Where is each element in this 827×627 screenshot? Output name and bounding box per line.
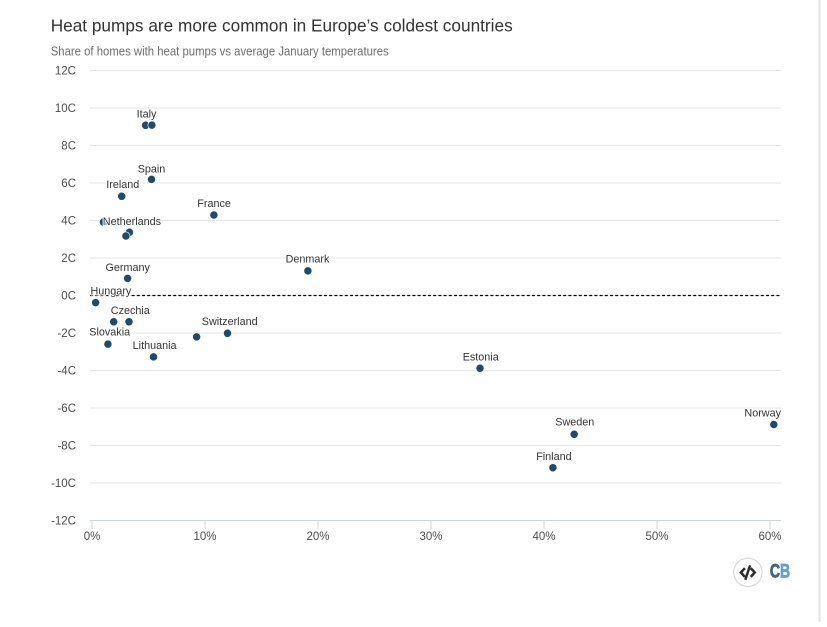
svg-text:Finland: Finland xyxy=(536,451,571,463)
svg-text:Sweden: Sweden xyxy=(555,417,594,429)
svg-text:60%: 60% xyxy=(758,531,781,543)
svg-text:8C: 8C xyxy=(61,140,76,152)
svg-text:0%: 0% xyxy=(84,531,101,543)
svg-text:Share of homes with heat pumps: Share of homes with heat pumps vs averag… xyxy=(51,44,389,59)
svg-text:Switzerland: Switzerland xyxy=(202,316,258,328)
svg-text:0C: 0C xyxy=(61,290,76,302)
svg-text:6C: 6C xyxy=(61,178,76,190)
svg-text:-2C: -2C xyxy=(57,328,76,340)
svg-text:Netherlands: Netherlands xyxy=(103,216,162,228)
svg-text:Czechia: Czechia xyxy=(111,305,150,317)
svg-text:4C: 4C xyxy=(61,215,76,227)
svg-text:-6C: -6C xyxy=(57,403,76,415)
svg-text:12C: 12C xyxy=(55,65,76,77)
svg-text:Italy: Italy xyxy=(137,109,157,121)
svg-text:Hungary: Hungary xyxy=(91,286,132,298)
svg-text:-8C: -8C xyxy=(57,440,76,452)
svg-text:20%: 20% xyxy=(306,531,329,543)
svg-text:Norway: Norway xyxy=(744,408,781,420)
svg-text:-10C: -10C xyxy=(51,478,76,490)
svg-text:France: France xyxy=(197,198,231,210)
svg-text:10%: 10% xyxy=(193,531,216,543)
svg-text:10C: 10C xyxy=(55,103,76,115)
svg-text:-12C: -12C xyxy=(51,515,76,527)
svg-text:-4C: -4C xyxy=(57,365,76,377)
svg-text:Germany: Germany xyxy=(105,262,150,274)
svg-text:2C: 2C xyxy=(61,253,76,265)
svg-text:Lithuania: Lithuania xyxy=(133,340,177,352)
svg-text:Spain: Spain xyxy=(138,164,166,176)
svg-text:Estonia: Estonia xyxy=(463,351,499,363)
svg-text:50%: 50% xyxy=(645,531,668,543)
svg-text:Denmark: Denmark xyxy=(286,254,330,266)
svg-text:Slovakia: Slovakia xyxy=(89,327,130,339)
svg-text:Ireland: Ireland xyxy=(106,179,139,191)
svg-text:Heat pumps are more common in: Heat pumps are more common in Europe’s c… xyxy=(51,15,513,35)
svg-text:B: B xyxy=(780,560,790,582)
svg-text:30%: 30% xyxy=(419,531,442,543)
svg-text:C: C xyxy=(770,560,780,582)
svg-text:40%: 40% xyxy=(532,531,555,543)
